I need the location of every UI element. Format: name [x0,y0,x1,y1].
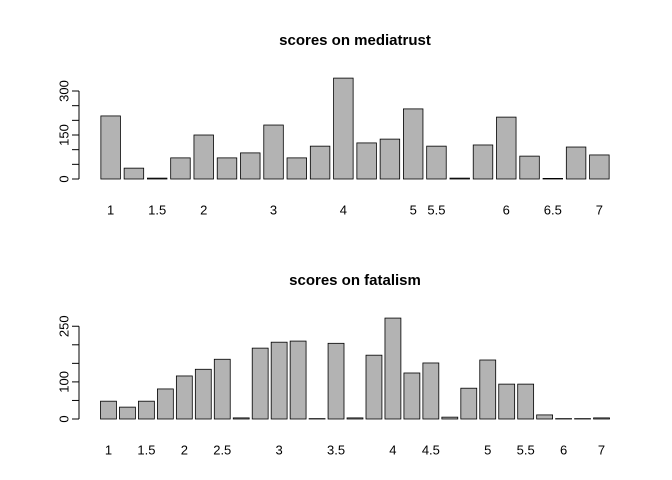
bar [194,368,212,420]
x-tick-label: 5.5 [427,202,445,217]
bar [593,417,610,420]
bar [240,152,261,180]
bar [216,157,238,180]
x-tick-label: 4 [389,442,396,457]
x-tick-label: 3 [276,442,283,457]
bar [232,417,250,420]
bar [589,154,610,180]
x-tick-label: 1.5 [137,442,155,457]
bar [157,388,174,420]
bar [517,383,535,420]
bar [213,358,231,420]
bar [270,341,288,420]
x-tick-label: 7 [596,202,603,217]
y-tick-label: 300 [56,80,71,102]
bar [426,145,447,180]
bar [379,138,401,180]
bar [138,400,155,420]
y-tick-label: 0 [56,175,71,182]
y-tick-label: 150 [56,124,71,146]
x-tick-label: 3 [270,202,277,217]
bar [498,383,516,420]
y-tick-label: 250 [56,315,71,337]
bar [170,157,191,180]
bar [403,108,424,180]
y-tick-label: 100 [56,371,71,393]
bar [123,167,145,180]
bar [441,416,459,420]
bar [422,362,440,420]
bar [565,146,587,180]
x-tick-label: 6 [503,202,510,217]
bar [542,178,563,180]
bar [356,142,377,180]
bar [119,406,136,420]
bar [384,317,402,420]
x-tick-label: 5.5 [517,442,535,457]
x-tick-label: 2.5 [213,442,231,457]
bar [333,77,354,180]
x-tick-label: 1.5 [148,202,166,217]
bar [460,387,478,420]
bar [472,144,494,180]
bar [449,177,470,180]
bar [100,115,121,180]
x-tick-label: 4.5 [422,442,440,457]
x-tick-label: 7 [598,442,605,457]
x-tick-label: 6 [560,442,567,457]
bar [496,116,517,180]
bar [309,145,331,180]
bar [251,347,269,420]
bar [365,354,383,420]
chart-title: scores on mediatrust [279,32,431,49]
bar [100,400,117,420]
x-tick-label: 5 [484,442,491,457]
y-tick-label: 0 [56,415,71,422]
bar [175,375,193,420]
chart-title: scores on fatalism [289,272,421,289]
x-tick-label: 2 [181,442,188,457]
bar [193,134,214,180]
x-tick-label: 5 [410,202,417,217]
x-tick-label: 2 [200,202,207,217]
x-tick-label: 1 [105,442,112,457]
bar [536,414,553,420]
bar [327,342,345,420]
x-tick-label: 1 [107,202,114,217]
bar [286,157,307,180]
bar [403,372,421,420]
x-tick-label: 3.5 [327,442,345,457]
bar [479,359,497,420]
x-tick-label: 6.5 [544,202,562,217]
bar [147,177,168,180]
bar [346,417,364,420]
bar [519,155,540,180]
bar [289,340,307,420]
bar [263,124,284,180]
x-tick-label: 4 [340,202,347,217]
